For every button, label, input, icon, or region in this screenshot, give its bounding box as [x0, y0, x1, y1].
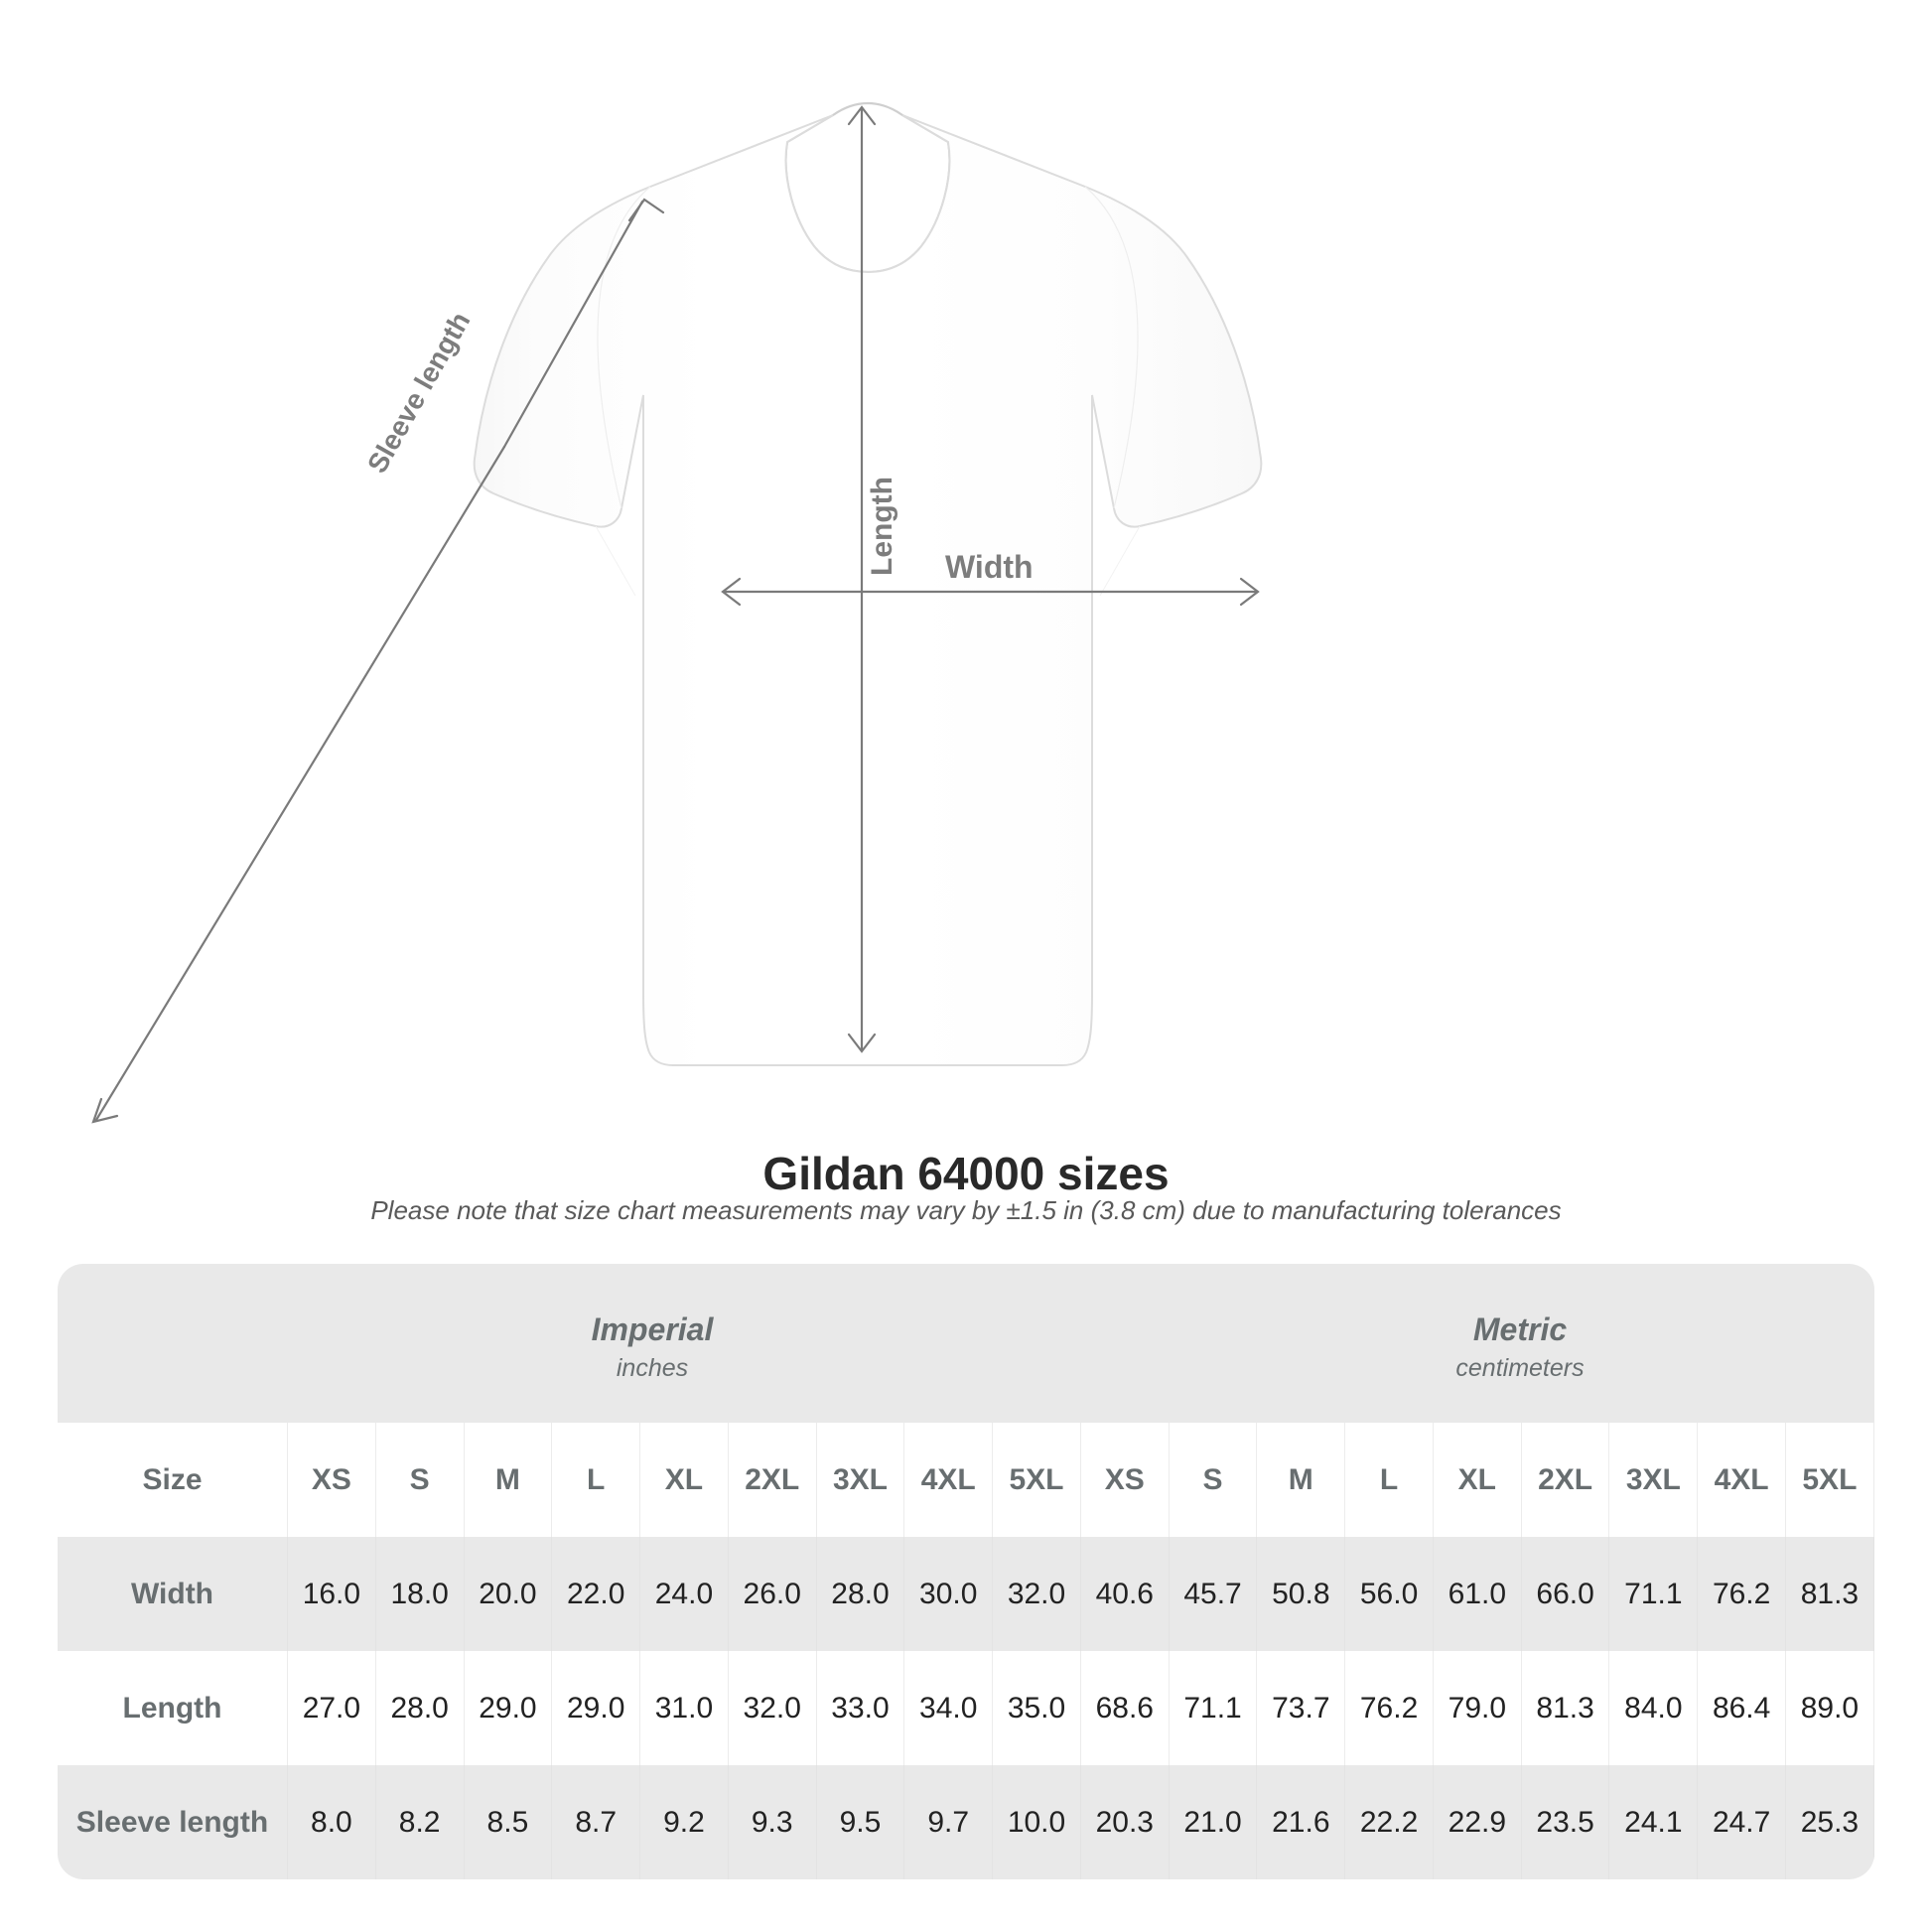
svg-text:Length: Length — [866, 477, 898, 576]
svg-text:Width: Width — [945, 549, 1034, 585]
svg-text:Sleeve length: Sleeve length — [361, 307, 477, 478]
